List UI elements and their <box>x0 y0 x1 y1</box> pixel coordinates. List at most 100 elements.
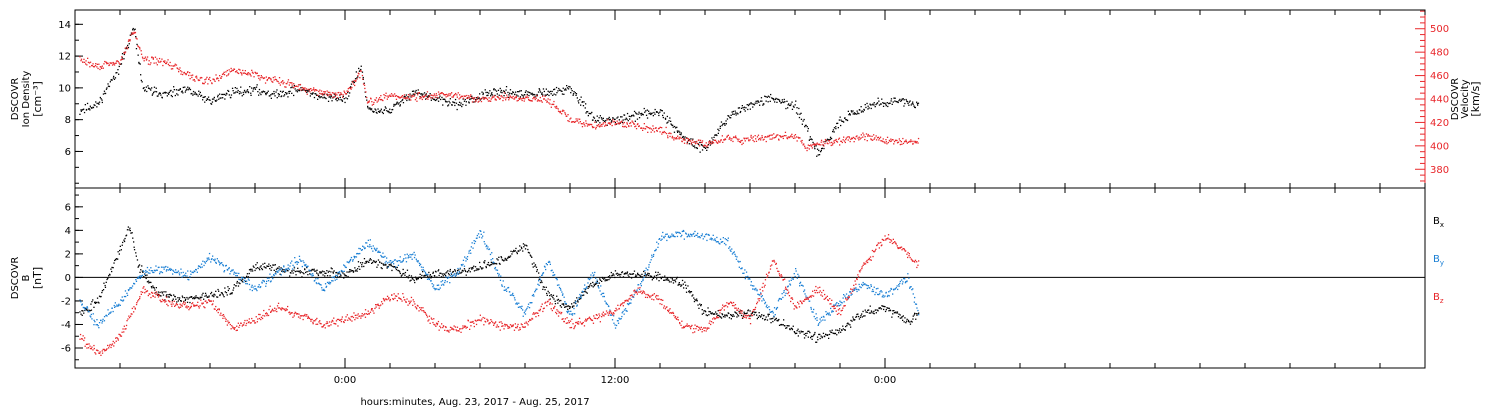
ion-density-point <box>202 99 203 100</box>
ion-density-point <box>268 91 269 92</box>
solar-wind-velocity-point <box>291 82 292 83</box>
field-by-point <box>104 316 105 317</box>
field-bx-point <box>118 251 119 252</box>
solar-wind-velocity-point <box>221 78 222 79</box>
field-bx-point <box>159 292 160 293</box>
field-by-point <box>292 265 293 266</box>
solar-wind-velocity-point <box>156 62 157 63</box>
solar-wind-velocity-point <box>527 95 528 96</box>
ion-density-point <box>118 74 119 75</box>
field-bz-point <box>124 326 125 327</box>
field-by-point <box>271 280 272 281</box>
field-by-point <box>294 257 295 258</box>
ion-density-point <box>198 95 199 96</box>
field-bx-point <box>122 245 123 246</box>
field-bz-point <box>328 325 329 326</box>
field-by-point <box>100 320 101 321</box>
field-by-point <box>366 242 367 243</box>
ion-density-point <box>287 96 288 97</box>
field-by-point <box>254 288 255 289</box>
field-bz-point <box>244 320 245 321</box>
solar-wind-velocity-point <box>382 100 383 101</box>
field-bx-point <box>891 317 892 318</box>
field-bx-point <box>900 314 901 315</box>
ion-density-point <box>599 122 600 123</box>
field-bz-point <box>184 304 185 305</box>
field-bx-point <box>779 325 780 326</box>
field-by-point <box>813 309 814 310</box>
field-bx-point <box>865 310 866 311</box>
ion-density-point <box>548 91 549 92</box>
ion-density-point <box>421 93 422 94</box>
field-bx-point <box>727 315 728 316</box>
field-bx-point <box>130 230 131 231</box>
field-by-point <box>590 278 591 279</box>
ion-density-point <box>354 82 355 83</box>
field-bz-point <box>316 324 317 325</box>
field-bx-point <box>232 292 233 293</box>
field-by-point <box>824 320 825 321</box>
ion-density-point <box>219 94 220 95</box>
field-by-point <box>859 286 860 287</box>
field-bx-point <box>181 301 182 302</box>
solar-wind-velocity-point <box>224 72 225 73</box>
ion-density-point <box>903 105 904 106</box>
solar-wind-velocity-point <box>802 140 803 141</box>
ion-density-point <box>223 94 224 95</box>
field-bz-point <box>94 352 95 353</box>
field-by-point <box>694 236 695 237</box>
solar-wind-velocity-point <box>576 118 577 119</box>
ion-density-point <box>221 94 222 95</box>
solar-wind-velocity-point <box>770 135 771 136</box>
solar-wind-velocity-point <box>426 98 427 99</box>
ion-density-point <box>795 101 796 102</box>
field-by-point <box>883 295 884 296</box>
field-by-point <box>892 293 893 294</box>
field-by-point <box>836 302 837 303</box>
field-by-point <box>844 301 845 302</box>
field-by-point <box>574 313 575 314</box>
solar-wind-velocity-point <box>166 63 167 64</box>
ion-density-point <box>774 101 775 102</box>
field-bx-point <box>357 268 358 269</box>
field-bx-point <box>242 281 243 282</box>
solar-wind-velocity-point <box>892 139 893 140</box>
field-by-point <box>691 234 692 235</box>
ion-density-point <box>648 111 649 112</box>
field-by-point <box>305 264 306 265</box>
field-by-point <box>595 278 596 279</box>
ion-density-point <box>801 119 802 120</box>
field-by-point <box>407 254 408 255</box>
field-bx-point <box>376 261 377 262</box>
solar-wind-velocity-point <box>404 94 405 95</box>
solar-wind-velocity-point <box>106 63 107 64</box>
field-bx-point <box>247 273 248 274</box>
solar-wind-velocity-point <box>325 91 326 92</box>
field-bz-point <box>337 319 338 320</box>
solar-wind-velocity-point <box>823 145 824 146</box>
solar-wind-velocity-point <box>505 97 506 98</box>
solar-wind-velocity-point <box>97 68 98 69</box>
field-by-point <box>597 283 598 284</box>
ion-density-point <box>867 108 868 109</box>
field-bz-point <box>355 317 356 318</box>
field-bz-point <box>303 319 304 320</box>
field-bz-point <box>305 316 306 317</box>
field-bx-point <box>530 256 531 257</box>
ion-density-point <box>677 132 678 133</box>
field-by-point <box>644 270 645 271</box>
field-bx-point <box>648 275 649 276</box>
field-bx-point <box>677 277 678 278</box>
field-bz-point <box>313 323 314 324</box>
solar-wind-velocity-point <box>379 97 380 98</box>
field-by-point <box>110 311 111 312</box>
field-by-point <box>112 308 113 309</box>
field-by-point <box>245 278 246 279</box>
field-by-point <box>362 249 363 250</box>
ion-density-point <box>207 99 208 100</box>
solar-wind-velocity-point <box>293 83 294 84</box>
field-bx-point <box>902 316 903 317</box>
solar-wind-velocity-point <box>826 140 827 141</box>
field-bz-point <box>188 306 189 307</box>
solar-wind-velocity-point <box>335 93 336 94</box>
